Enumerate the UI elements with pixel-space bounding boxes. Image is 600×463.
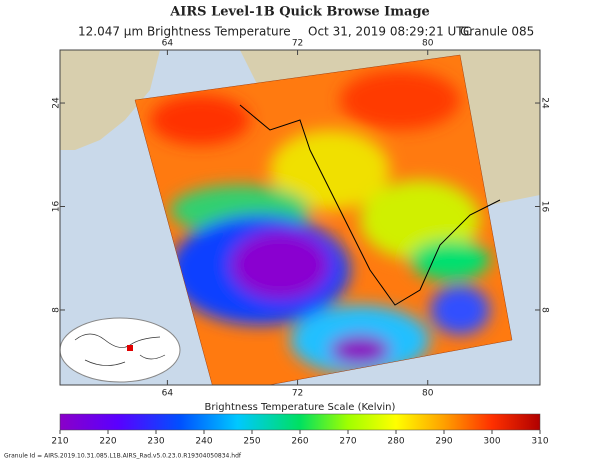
colorbar-label: 220 (99, 437, 116, 447)
lon-label: 64 (162, 39, 174, 49)
lon-label: 72 (292, 389, 303, 399)
swath (135, 55, 512, 385)
product: 12.047 μm Brightness Temperature (78, 25, 291, 39)
lat-label: 16 (52, 201, 62, 213)
colorbar (59, 413, 541, 431)
lon-label: 80 (422, 39, 434, 49)
colorbar-label: 300 (483, 437, 500, 447)
colorbar-label: 280 (387, 437, 404, 447)
colorbar-label: 250 (243, 437, 260, 447)
title: AIRS Level-1B Quick Browse Image (169, 5, 430, 20)
inset-globe (60, 317, 181, 383)
granule-id: Granule Id = AIRS.2019.10.31.085.L1B.AIR… (4, 453, 242, 460)
lat-label: 8 (52, 307, 62, 313)
lon-label: 64 (162, 389, 174, 399)
colorbar-title: Brightness Temperature Scale (Kelvin) (205, 402, 396, 413)
colorbar-label: 290 (435, 437, 452, 447)
colorbar-label: 310 (531, 437, 548, 447)
colorbar-label: 270 (339, 437, 356, 447)
land (60, 50, 160, 150)
colorbar-label: 210 (51, 437, 68, 447)
colorbar-label: 230 (147, 437, 164, 447)
lon-label: 72 (292, 39, 303, 49)
lat-label: 16 (540, 201, 550, 213)
time: Oct 31, 2019 08:29:21 UTC (308, 25, 471, 39)
lat-label: 24 (52, 97, 62, 109)
lat-label: 24 (540, 97, 550, 109)
lon-label: 80 (422, 389, 434, 399)
map-frame (59, 49, 541, 386)
lat-label: 8 (540, 307, 550, 313)
map (60, 50, 540, 385)
coastline (239, 104, 501, 306)
granule: Granule 085 (460, 25, 534, 39)
colorbar-label: 240 (195, 437, 212, 447)
colorbar-label: 260 (291, 437, 308, 447)
